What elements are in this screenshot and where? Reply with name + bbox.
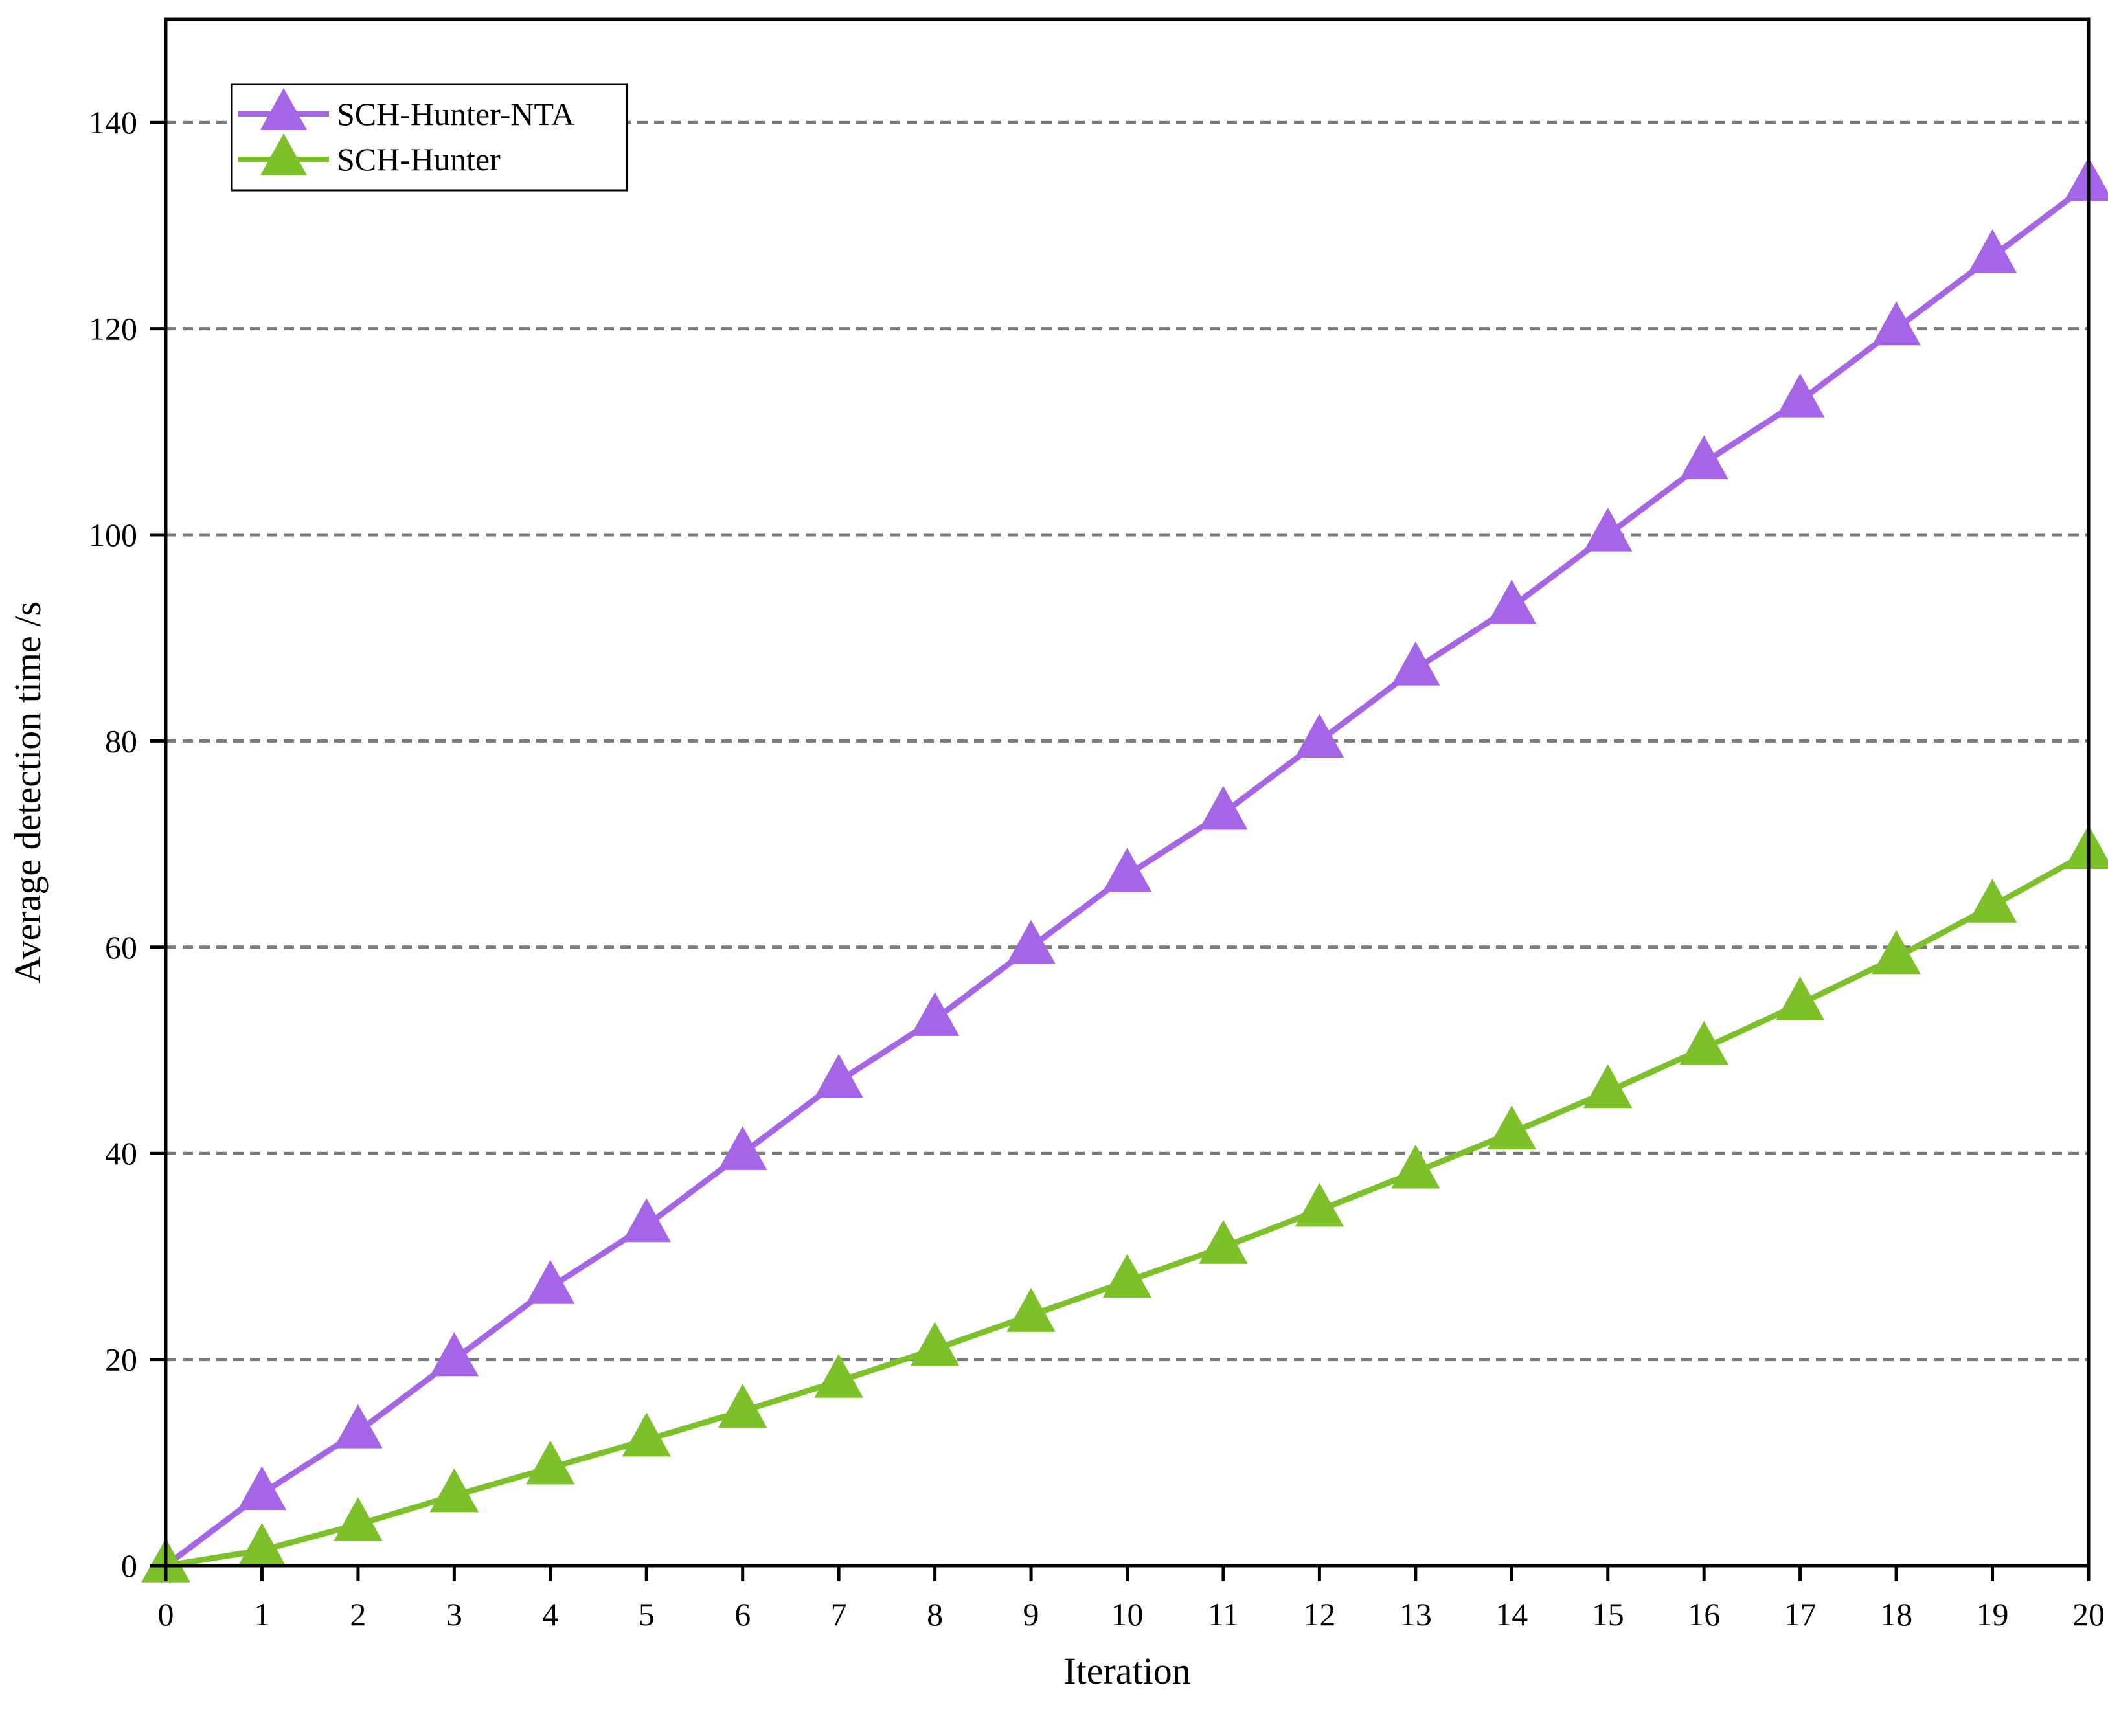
x-tick-label-17: 17 <box>1784 1596 1817 1632</box>
x-tick-label-2: 2 <box>350 1596 366 1632</box>
data-point-sch-hunter-19 <box>1967 878 2017 923</box>
data-point-sch-hunter-nta-11 <box>1199 785 1248 830</box>
x-tick-label-8: 8 <box>927 1596 943 1632</box>
x-tick-label-18: 18 <box>1880 1596 1912 1632</box>
x-axis-title: Iteration <box>1063 1650 1190 1692</box>
data-point-sch-hunter-nta-19 <box>1967 229 2017 273</box>
y-tick-label-60: 60 <box>105 929 137 965</box>
y-axis-title: Average detection time /s <box>6 602 49 984</box>
data-point-sch-hunter-nta-1 <box>237 1466 287 1511</box>
x-tick-label-15: 15 <box>1592 1596 1624 1632</box>
data-point-sch-hunter-4 <box>526 1440 575 1485</box>
data-point-sch-hunter-8 <box>910 1322 960 1366</box>
data-point-sch-hunter-3 <box>429 1468 479 1513</box>
legend-entry-sch-hunter-nta: SCH-Hunter-NTA <box>238 87 574 132</box>
legend-label-sch-hunter-nta: SCH-Hunter-NTA <box>337 96 574 132</box>
data-point-sch-hunter-7 <box>814 1353 863 1398</box>
data-point-sch-hunter-nta-18 <box>1872 301 1921 346</box>
x-tick-label-4: 4 <box>542 1596 558 1632</box>
legend-triangle-marker-icon <box>260 87 307 130</box>
data-point-sch-hunter-16 <box>1679 1020 1728 1065</box>
data-point-sch-hunter-nta-5 <box>622 1198 671 1243</box>
data-point-sch-hunter-nta-13 <box>1391 641 1440 686</box>
data-point-sch-hunter-5 <box>622 1412 671 1457</box>
legend: SCH-Hunter-NTA SCH-Hunter <box>231 83 628 192</box>
legend-entry-sch-hunter: SCH-Hunter <box>238 133 501 177</box>
data-point-sch-hunter-nta-20 <box>2064 157 2108 201</box>
data-point-sch-hunter-10 <box>1102 1254 1152 1298</box>
x-tick-label-10: 10 <box>1111 1596 1144 1632</box>
gridlines <box>166 120 2089 1362</box>
data-point-sch-hunter-11 <box>1199 1219 1248 1264</box>
x-tick-label-3: 3 <box>446 1596 462 1632</box>
data-point-sch-hunter-18 <box>1872 930 1921 975</box>
x-tick-label-13: 13 <box>1400 1596 1432 1632</box>
y-tick-label-140: 140 <box>89 104 137 141</box>
data-point-sch-hunter-14 <box>1487 1105 1536 1149</box>
data-point-sch-hunter-2 <box>334 1497 383 1541</box>
x-tick-label-9: 9 <box>1023 1596 1039 1632</box>
y-tick-label-120: 120 <box>89 311 137 347</box>
data-point-sch-hunter-nta-4 <box>526 1259 575 1304</box>
data-point-sch-hunter-nta-6 <box>718 1125 767 1170</box>
data-point-sch-hunter-13 <box>1391 1144 1440 1189</box>
x-tick-label-0: 0 <box>158 1596 174 1632</box>
data-point-sch-hunter-nta-10 <box>1102 848 1152 892</box>
y-tick-label-100: 100 <box>89 517 137 553</box>
data-point-sch-hunter-nta-15 <box>1583 507 1633 552</box>
y-tick-label-80: 80 <box>105 723 137 759</box>
data-point-sch-hunter-nta-9 <box>1006 919 1056 964</box>
data-point-sch-hunter-nta-17 <box>1775 373 1825 418</box>
data-point-sch-hunter-nta-16 <box>1679 435 1728 480</box>
x-tick-label-12: 12 <box>1303 1596 1335 1632</box>
x-tick-label-16: 16 <box>1688 1596 1720 1632</box>
y-tick-label-0: 0 <box>121 1548 137 1584</box>
plot-series <box>141 157 2108 1583</box>
data-point-sch-hunter-17 <box>1775 976 1825 1020</box>
x-tick-label-14: 14 <box>1495 1596 1528 1632</box>
y-tick-label-20: 20 <box>105 1342 137 1378</box>
data-point-sch-hunter-15 <box>1583 1064 1633 1109</box>
data-point-sch-hunter-nta-12 <box>1295 714 1344 758</box>
data-point-sch-hunter-12 <box>1295 1182 1344 1227</box>
data-point-sch-hunter-nta-14 <box>1487 580 1536 624</box>
y-tick-label-40: 40 <box>105 1135 137 1171</box>
x-tick-label-11: 11 <box>1208 1596 1239 1632</box>
data-point-sch-hunter-nta-7 <box>814 1054 863 1098</box>
data-point-sch-hunter-nta-3 <box>429 1332 479 1377</box>
data-point-sch-hunter-nta-8 <box>910 992 960 1036</box>
x-tick-label-7: 7 <box>831 1596 847 1632</box>
data-point-sch-hunter-20 <box>2064 825 2108 869</box>
x-tick-label-5: 5 <box>639 1596 655 1632</box>
x-tick-label-20: 20 <box>2072 1596 2105 1632</box>
data-point-sch-hunter-9 <box>1006 1287 1056 1332</box>
data-point-sch-hunter-6 <box>718 1383 767 1428</box>
series-sch-hunter-nta <box>141 157 2108 1583</box>
series-sch-hunter <box>141 825 2108 1583</box>
data-point-sch-hunter-nta-2 <box>334 1404 383 1449</box>
series-line-sch-hunter <box>165 850 2091 1569</box>
legend-triangle-marker-icon <box>260 133 307 175</box>
x-tick-label-19: 19 <box>1977 1596 2009 1632</box>
x-tick-label-1: 1 <box>254 1596 270 1632</box>
x-tick-label-6: 6 <box>734 1596 751 1632</box>
legend-label-sch-hunter: SCH-Hunter <box>337 141 501 177</box>
